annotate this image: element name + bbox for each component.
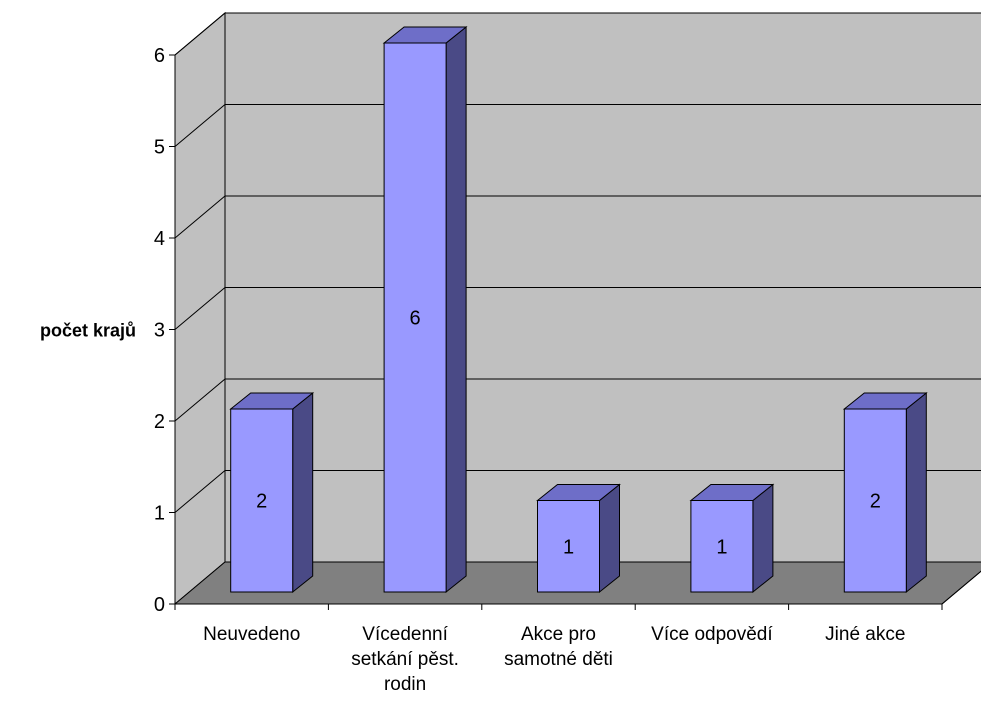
bar (843, 408, 907, 593)
bar (230, 408, 294, 593)
gridline (174, 195, 981, 239)
y-axis-title: počet krajů (40, 321, 136, 341)
y-tick-label: 6 (154, 45, 165, 67)
x-category-label-line: Akce pro (521, 624, 596, 645)
x-category-label: Jiné akce (825, 624, 905, 645)
y-tick-label: 4 (154, 228, 165, 250)
gridline (174, 104, 981, 147)
gridline (174, 470, 981, 513)
gridline (174, 378, 981, 422)
bar-side-face (905, 391, 927, 594)
x-category-label: Více odpovědí (651, 624, 773, 645)
data-label: 1 (716, 536, 727, 558)
x-category-label-line: Neuvedeno (203, 624, 300, 645)
bar (383, 42, 447, 593)
x-category-label-line: samotné děti (504, 649, 613, 670)
bar-side-face (752, 483, 774, 594)
y-tick-label: 5 (154, 137, 165, 159)
bar-side-face (445, 25, 467, 594)
bar (537, 500, 600, 593)
y-tick-label: 1 (154, 503, 165, 525)
x-category-label: Vícedenní setkání pěst. rodin (351, 624, 459, 695)
gridline (174, 287, 981, 330)
bar-side-face (292, 391, 314, 594)
y-tick-label: 0 (154, 594, 165, 616)
bar-side-face (599, 483, 620, 594)
data-label: 2 (870, 491, 881, 513)
x-category-label-line: setkání pěst. (351, 649, 459, 670)
x-category-label: Neuvedeno (203, 624, 300, 645)
x-category-label-line: Vícedenní (362, 624, 448, 645)
bar (690, 500, 754, 593)
data-label: 6 (410, 308, 421, 330)
y-tick-label: 3 (154, 320, 165, 342)
gridline (174, 12, 981, 56)
x-axis-depth-line (941, 570, 981, 605)
x-category-label: Akce pro samotné děti (504, 624, 613, 670)
x-category-label-line: Více odpovědí (651, 624, 773, 645)
y-tick-label: 2 (154, 411, 165, 433)
data-label: 1 (563, 536, 574, 558)
x-category-label-line: Jiné akce (825, 624, 905, 645)
x-category-label-line: rodin (384, 674, 426, 695)
data-label: 2 (256, 491, 267, 513)
